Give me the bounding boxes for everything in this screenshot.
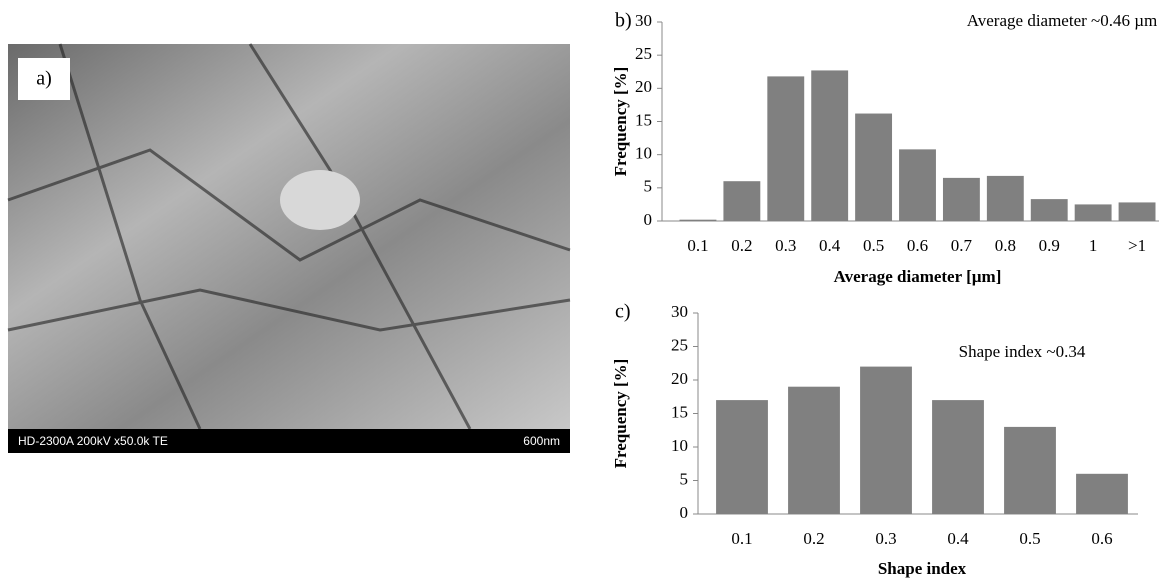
- bar: [932, 400, 984, 514]
- y-tick-label: 30: [671, 302, 688, 321]
- bar: [986, 175, 1024, 221]
- annotation: Shape index ~0.34: [959, 342, 1086, 361]
- x-tick-label: 0.6: [1091, 529, 1112, 548]
- x-tick-label: >1: [1128, 236, 1146, 255]
- bar: [716, 400, 768, 514]
- x-tick-label: 0.5: [1019, 529, 1040, 548]
- micrograph: HD-2300A 200kV x50.0k TE 600nm a): [7, 43, 571, 453]
- x-tick-label: 0.4: [947, 529, 969, 548]
- panel-label: b): [615, 10, 632, 32]
- bar: [811, 70, 849, 221]
- y-tick-label: 25: [671, 335, 688, 354]
- x-tick-label: 0.4: [819, 236, 841, 255]
- y-tick-label: 0: [680, 503, 689, 522]
- y-tick-label: 5: [680, 469, 689, 488]
- y-tick-label: 20: [671, 369, 688, 388]
- x-tick-label: 0.1: [687, 236, 708, 255]
- x-axis-title: Average diameter [µm]: [834, 267, 1002, 286]
- bar: [899, 149, 936, 221]
- x-tick-label: 0.2: [731, 236, 752, 255]
- caption: HD-2300A 200kV x50.0k TE: [18, 434, 168, 448]
- x-tick-label: 0.3: [875, 529, 896, 548]
- bar: [942, 177, 980, 221]
- bar: [1118, 202, 1156, 221]
- y-tick-label: 25: [635, 44, 652, 63]
- bar: [1076, 473, 1128, 514]
- scale-label: 600nm: [523, 434, 560, 448]
- bar: [767, 76, 805, 221]
- grain: [280, 170, 360, 230]
- grain-boundaries: [7, 43, 571, 430]
- y-tick-label: 20: [635, 77, 652, 96]
- x-tick-label: 0.1: [731, 529, 752, 548]
- y-tick-label: 5: [644, 177, 653, 196]
- y-tick-label: 15: [671, 402, 688, 421]
- bar: [1004, 426, 1056, 514]
- y-tick-label: 15: [635, 110, 652, 129]
- label-box: [18, 58, 70, 100]
- panel-label: c): [615, 301, 631, 323]
- bar: [860, 366, 912, 514]
- bar: [1074, 204, 1112, 221]
- bar: [679, 219, 717, 221]
- y-axis-title: Frequency [%]: [611, 359, 630, 469]
- y-tick-label: 10: [671, 436, 688, 455]
- bar: [1030, 199, 1068, 221]
- y-tick-label: 0: [644, 210, 653, 229]
- caption-bar: [8, 429, 570, 453]
- x-tick-label: 0.5: [863, 236, 884, 255]
- bar: [855, 113, 893, 221]
- x-tick-label: 0.3: [775, 236, 796, 255]
- y-axis-title: Frequency [%]: [611, 67, 630, 177]
- x-tick-label: 0.8: [995, 236, 1016, 255]
- x-tick-label: 0.2: [803, 529, 824, 548]
- x-tick-label: 0.7: [951, 236, 973, 255]
- bar: [788, 386, 840, 514]
- y-tick-label: 10: [635, 144, 652, 163]
- x-tick-label: 0.6: [907, 236, 928, 255]
- panel-label: a): [36, 68, 52, 90]
- bar: [723, 181, 761, 221]
- annotation: Average diameter ~0.46 µm: [967, 11, 1158, 30]
- x-tick-label: 0.9: [1039, 236, 1060, 255]
- y-tick-label: 30: [635, 11, 652, 30]
- micrograph-image: [8, 44, 570, 429]
- x-axis-title: Shape index: [878, 559, 967, 578]
- x-tick-label: 1: [1089, 236, 1098, 255]
